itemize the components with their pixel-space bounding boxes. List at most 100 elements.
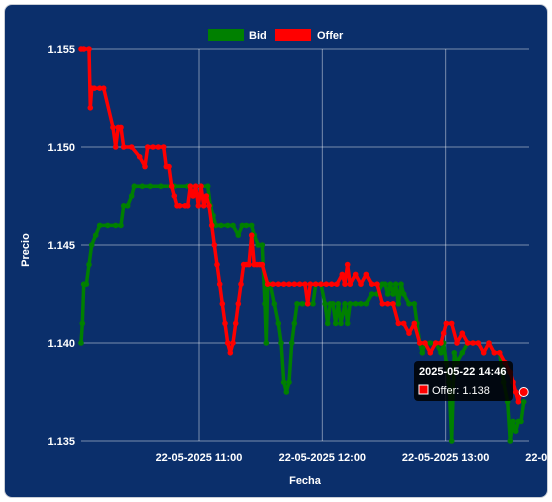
data-point-offer[interactable]: [96, 85, 103, 91]
data-point-bid[interactable]: [387, 281, 394, 288]
data-point-offer[interactable]: [128, 144, 135, 150]
data-point-bid[interactable]: [384, 291, 391, 297]
data-point-bid[interactable]: [419, 350, 426, 356]
data-point-bid[interactable]: [395, 301, 402, 307]
data-point-offer[interactable]: [411, 320, 418, 327]
data-point-offer[interactable]: [443, 320, 450, 327]
data-point-bid[interactable]: [288, 340, 295, 346]
data-point-bid[interactable]: [204, 183, 211, 189]
data-point-offer[interactable]: [416, 340, 423, 346]
data-point-bid[interactable]: [338, 320, 344, 327]
data-point-bid[interactable]: [286, 379, 292, 386]
data-point-offer[interactable]: [512, 389, 519, 395]
data-point-bid[interactable]: [382, 281, 388, 288]
data-point-offer[interactable]: [86, 46, 92, 52]
data-point-offer[interactable]: [390, 301, 396, 307]
data-point-bid[interactable]: [507, 438, 514, 444]
data-point-offer[interactable]: [155, 144, 162, 150]
data-point-offer[interactable]: [304, 301, 311, 307]
data-point-bid[interactable]: [322, 301, 328, 307]
data-point-offer[interactable]: [195, 203, 202, 209]
data-point-bid[interactable]: [112, 222, 119, 229]
data-point-offer[interactable]: [235, 301, 242, 307]
data-point-offer[interactable]: [448, 320, 455, 327]
data-point-bid[interactable]: [363, 301, 370, 307]
data-point-bid[interactable]: [263, 340, 270, 346]
data-point-offer[interactable]: [168, 183, 175, 189]
data-point-bid[interactable]: [86, 261, 92, 268]
data-point-offer[interactable]: [480, 350, 487, 356]
data-point-offer[interactable]: [206, 203, 212, 209]
data-point-offer[interactable]: [302, 281, 308, 288]
data-point-bid[interactable]: [283, 389, 290, 395]
legend-item-bid[interactable]: Bid: [208, 29, 267, 42]
data-point-bid[interactable]: [255, 242, 262, 248]
data-point-offer[interactable]: [438, 340, 444, 346]
data-point-bid[interactable]: [392, 281, 399, 288]
data-point-offer[interactable]: [342, 281, 348, 288]
data-point-bid[interactable]: [342, 301, 348, 307]
data-point-offer[interactable]: [422, 340, 428, 346]
data-point-offer[interactable]: [150, 144, 156, 150]
data-point-bid[interactable]: [299, 301, 306, 307]
data-point-offer[interactable]: [334, 281, 340, 288]
data-point-offer[interactable]: [192, 183, 199, 189]
data-point-bid[interactable]: [271, 301, 278, 307]
data-point-bid[interactable]: [224, 222, 231, 229]
data-point-offer[interactable]: [379, 301, 386, 307]
data-point-offer[interactable]: [200, 203, 207, 209]
data-point-offer[interactable]: [406, 330, 412, 337]
data-point-offer[interactable]: [496, 350, 503, 356]
data-point-offer[interactable]: [87, 105, 94, 111]
data-point-bid[interactable]: [368, 291, 375, 297]
data-point-offer[interactable]: [80, 46, 87, 52]
data-point-offer[interactable]: [184, 203, 191, 209]
data-point-offer[interactable]: [459, 330, 466, 337]
data-point-offer[interactable]: [118, 124, 124, 131]
data-point-bid[interactable]: [310, 301, 316, 307]
data-point-offer[interactable]: [296, 281, 303, 288]
data-point-offer[interactable]: [275, 281, 282, 288]
data-point-bid[interactable]: [212, 222, 219, 229]
data-point-bid[interactable]: [79, 320, 86, 327]
data-point-offer[interactable]: [427, 350, 434, 356]
data-point-offer[interactable]: [491, 350, 498, 356]
data-point-bid[interactable]: [520, 399, 527, 405]
data-point-bid[interactable]: [400, 291, 407, 297]
data-point-offer[interactable]: [470, 340, 476, 346]
data-point-offer[interactable]: [374, 281, 380, 288]
data-point-offer[interactable]: [339, 271, 346, 278]
data-point-bid[interactable]: [235, 232, 242, 238]
data-point-offer[interactable]: [136, 154, 143, 160]
data-point-offer[interactable]: [475, 340, 482, 346]
data-point-offer[interactable]: [238, 281, 244, 288]
data-point-offer[interactable]: [176, 203, 183, 209]
data-point-bid[interactable]: [280, 379, 287, 386]
data-point-bid[interactable]: [438, 350, 444, 356]
data-point-bid[interactable]: [78, 340, 84, 346]
data-point-offer[interactable]: [280, 281, 287, 288]
data-point-bid[interactable]: [332, 320, 339, 327]
data-point-offer[interactable]: [110, 124, 116, 131]
data-point-bid[interactable]: [518, 418, 524, 425]
data-point-bid[interactable]: [128, 193, 135, 199]
data-point-offer[interactable]: [227, 350, 234, 356]
data-point-bid[interactable]: [104, 222, 111, 229]
data-point-offer[interactable]: [232, 320, 239, 327]
data-point-offer[interactable]: [318, 281, 324, 288]
data-point-bid[interactable]: [358, 301, 364, 307]
data-point-bid[interactable]: [243, 222, 250, 229]
data-point-bid[interactable]: [459, 350, 466, 356]
data-point-offer[interactable]: [464, 340, 471, 346]
data-point-offer[interactable]: [230, 340, 236, 346]
data-point-bid[interactable]: [147, 183, 154, 189]
data-point-offer[interactable]: [216, 281, 223, 288]
data-point-bid[interactable]: [411, 301, 418, 307]
data-point-offer[interactable]: [307, 281, 314, 288]
data-point-offer[interactable]: [222, 320, 228, 327]
data-point-bid[interactable]: [448, 438, 455, 444]
data-point-bid[interactable]: [330, 301, 336, 307]
data-point-bid[interactable]: [139, 183, 146, 189]
data-point-bid[interactable]: [512, 428, 519, 435]
data-point-bid[interactable]: [88, 242, 95, 248]
